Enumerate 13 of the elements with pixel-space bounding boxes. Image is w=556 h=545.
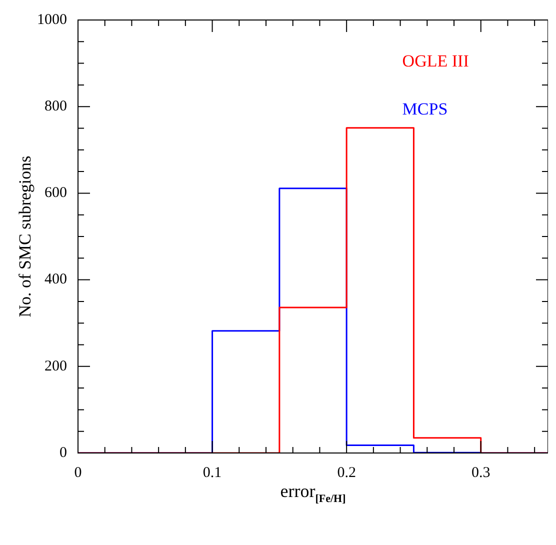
- text: OGLE III: [402, 51, 470, 70]
- y-tick-label: 600: [44, 185, 67, 202]
- x-tick-label: 0: [74, 464, 82, 481]
- x-tick-label: 0.1: [202, 464, 222, 481]
- y-tick-label: 800: [44, 98, 67, 115]
- x-tick-label: 0.3: [471, 464, 490, 481]
- y-tick-label: 0: [60, 444, 67, 461]
- text: MCPS: [402, 99, 448, 118]
- x-tick-label: 0.2: [337, 464, 356, 481]
- y-axis-title: No. of SMC subregions: [15, 156, 34, 318]
- y-tick-label: 400: [44, 272, 67, 288]
- y-tick-label: 200: [44, 358, 67, 374]
- y-tick-label: 1000: [37, 12, 67, 28]
